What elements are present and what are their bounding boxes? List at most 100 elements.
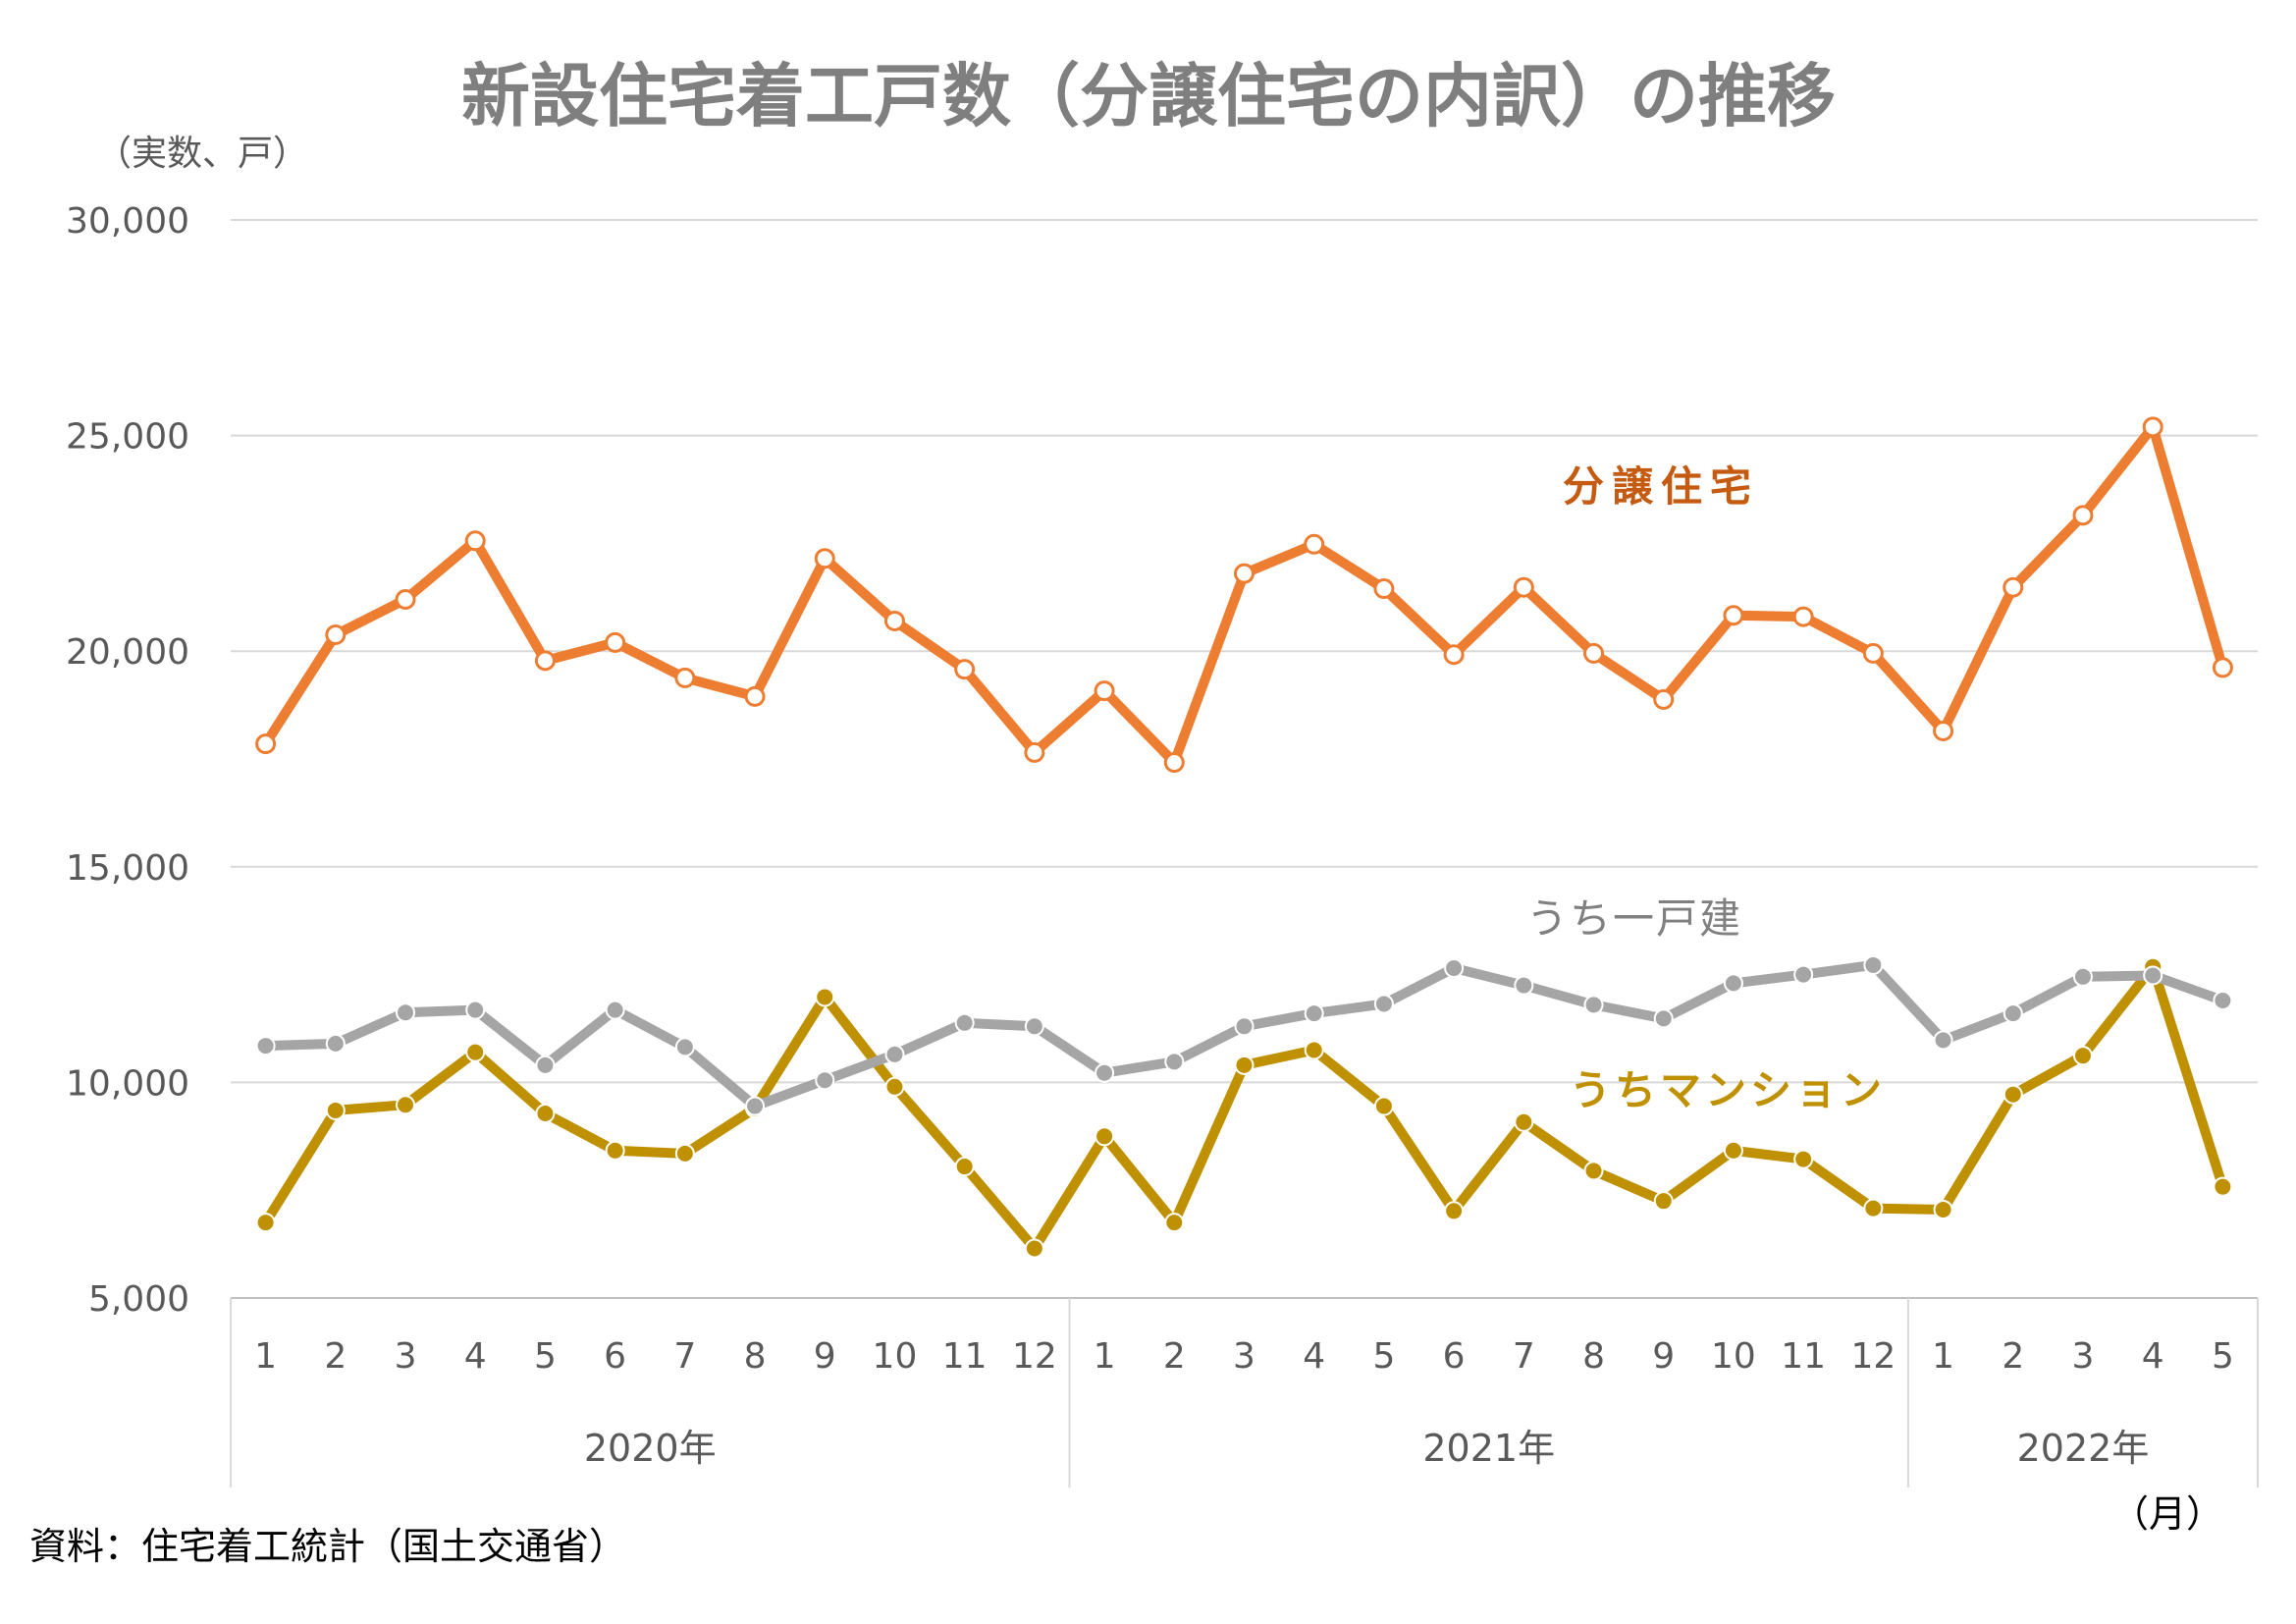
x-tick-label: 4	[1303, 1336, 1325, 1377]
x-tick-label: 9	[814, 1336, 836, 1377]
x-tick-label: 1	[254, 1336, 277, 1377]
x-tick-label: 9	[1652, 1336, 1675, 1377]
x-tick-label: 6	[1443, 1336, 1466, 1377]
data-point	[2072, 966, 2093, 987]
data-point	[2213, 1176, 2233, 1197]
x-tick-label: 3	[395, 1336, 417, 1377]
year-group-label: 2021年	[1422, 1427, 1555, 1470]
x-tick-label: 5	[534, 1336, 557, 1377]
x-tick-label: 2	[2002, 1336, 2024, 1377]
x-tick-label: 8	[1582, 1336, 1605, 1377]
data-point	[1024, 741, 1045, 763]
data-point	[1792, 606, 1814, 627]
source-note: 資料：住宅着工統計（国土交通省）	[29, 1525, 626, 1568]
data-point	[464, 530, 486, 552]
x-tick-label: 12	[1012, 1336, 1057, 1377]
data-point	[465, 1042, 486, 1062]
data-point	[1653, 1008, 1674, 1029]
data-point	[815, 1070, 835, 1091]
data-point	[954, 1157, 975, 1177]
data-point	[2072, 505, 2094, 526]
data-point	[954, 1012, 975, 1033]
data-point	[1723, 973, 1743, 994]
data-point	[1304, 1040, 1324, 1060]
data-point	[814, 548, 835, 569]
x-tick-label: 11	[942, 1336, 988, 1377]
data-point	[255, 1036, 276, 1056]
data-point	[605, 1000, 625, 1020]
x-tick-label: 1	[1094, 1336, 1116, 1377]
y-axis-ticks: 5,000 10,000 15,000 20,000 25,000 30,000	[66, 201, 189, 1320]
data-point	[1723, 605, 1744, 626]
data-point	[1863, 954, 1884, 975]
data-point	[325, 1033, 346, 1054]
data-point	[1933, 1199, 1953, 1219]
data-point	[1163, 752, 1185, 774]
data-point	[674, 1037, 695, 1057]
series-line	[260, 961, 2228, 1254]
x-tick-label: 4	[2142, 1336, 2164, 1377]
data-point	[535, 1055, 556, 1075]
x-tick-label: 2	[324, 1336, 347, 1377]
year-group-label: 2020年	[584, 1427, 717, 1470]
data-point	[1095, 1126, 1115, 1147]
x-tick-label: 8	[744, 1336, 767, 1377]
y-tick-label: 10,000	[66, 1063, 189, 1104]
data-point	[1933, 720, 1954, 741]
data-point	[396, 1095, 416, 1115]
data-point	[1094, 680, 1115, 702]
x-tick-label: 3	[1233, 1336, 1255, 1377]
x-axis: 1 2 3 4 5 6 7 8 9 10 11 12 1 2 3 4 5 6 7 8 9 10 11 12 1 2 3 4 52020年…	[230, 1297, 2259, 1488]
data-point	[883, 610, 905, 631]
y-tick-label: 20,000	[66, 632, 189, 673]
data-point	[1933, 1030, 1953, 1051]
data-point	[1793, 964, 1814, 985]
data-point	[1653, 688, 1675, 710]
data-point	[1304, 1003, 1324, 1024]
chart-title: 新設住宅着工戸数（分譲住宅の内訳）の推移	[461, 56, 1836, 136]
data-point	[1304, 533, 1325, 555]
y-tick-label: 5,000	[88, 1279, 189, 1320]
data-point	[1514, 975, 1534, 996]
data-point	[2002, 1003, 2023, 1024]
data-point	[534, 650, 556, 672]
data-point	[954, 659, 976, 680]
y-tick-label: 30,000	[66, 201, 189, 242]
data-point	[1723, 1140, 1743, 1161]
data-point	[465, 1000, 486, 1020]
data-point	[1513, 576, 1534, 598]
data-point	[884, 1044, 905, 1064]
data-point	[1444, 1201, 1465, 1221]
x-tick-label: 7	[673, 1336, 696, 1377]
data-point	[1863, 1198, 1884, 1218]
data-point	[2213, 990, 2233, 1010]
series-label: うち一戸建	[1526, 894, 1742, 943]
data-point	[1234, 1016, 1255, 1037]
data-point	[255, 733, 277, 755]
x-tick-label: 10	[1711, 1336, 1756, 1377]
x-tick-label: 2	[1163, 1336, 1186, 1377]
x-tick-label: 5	[1372, 1336, 1395, 1377]
series-label: うちマンション	[1570, 1066, 1886, 1114]
series-line	[260, 421, 2228, 768]
data-point	[2212, 657, 2233, 678]
data-point	[605, 631, 626, 653]
data-point	[2072, 1046, 2093, 1066]
x-tick-label: 7	[1513, 1336, 1535, 1377]
data-point	[1095, 1062, 1115, 1083]
x-axis-unit-label: （月）	[2111, 1492, 2223, 1536]
data-point	[1024, 1016, 1044, 1037]
data-point	[325, 624, 347, 646]
data-point	[2143, 965, 2163, 986]
data-point	[815, 987, 835, 1007]
data-point	[1443, 644, 1465, 666]
data-point	[535, 1104, 556, 1124]
data-point	[255, 1213, 276, 1233]
data-point	[396, 1002, 416, 1023]
year-group-label: 2022年	[2017, 1427, 2150, 1470]
data-point	[1373, 578, 1395, 600]
data-point	[1234, 563, 1255, 584]
data-point	[1444, 958, 1465, 979]
data-point	[2002, 576, 2024, 598]
